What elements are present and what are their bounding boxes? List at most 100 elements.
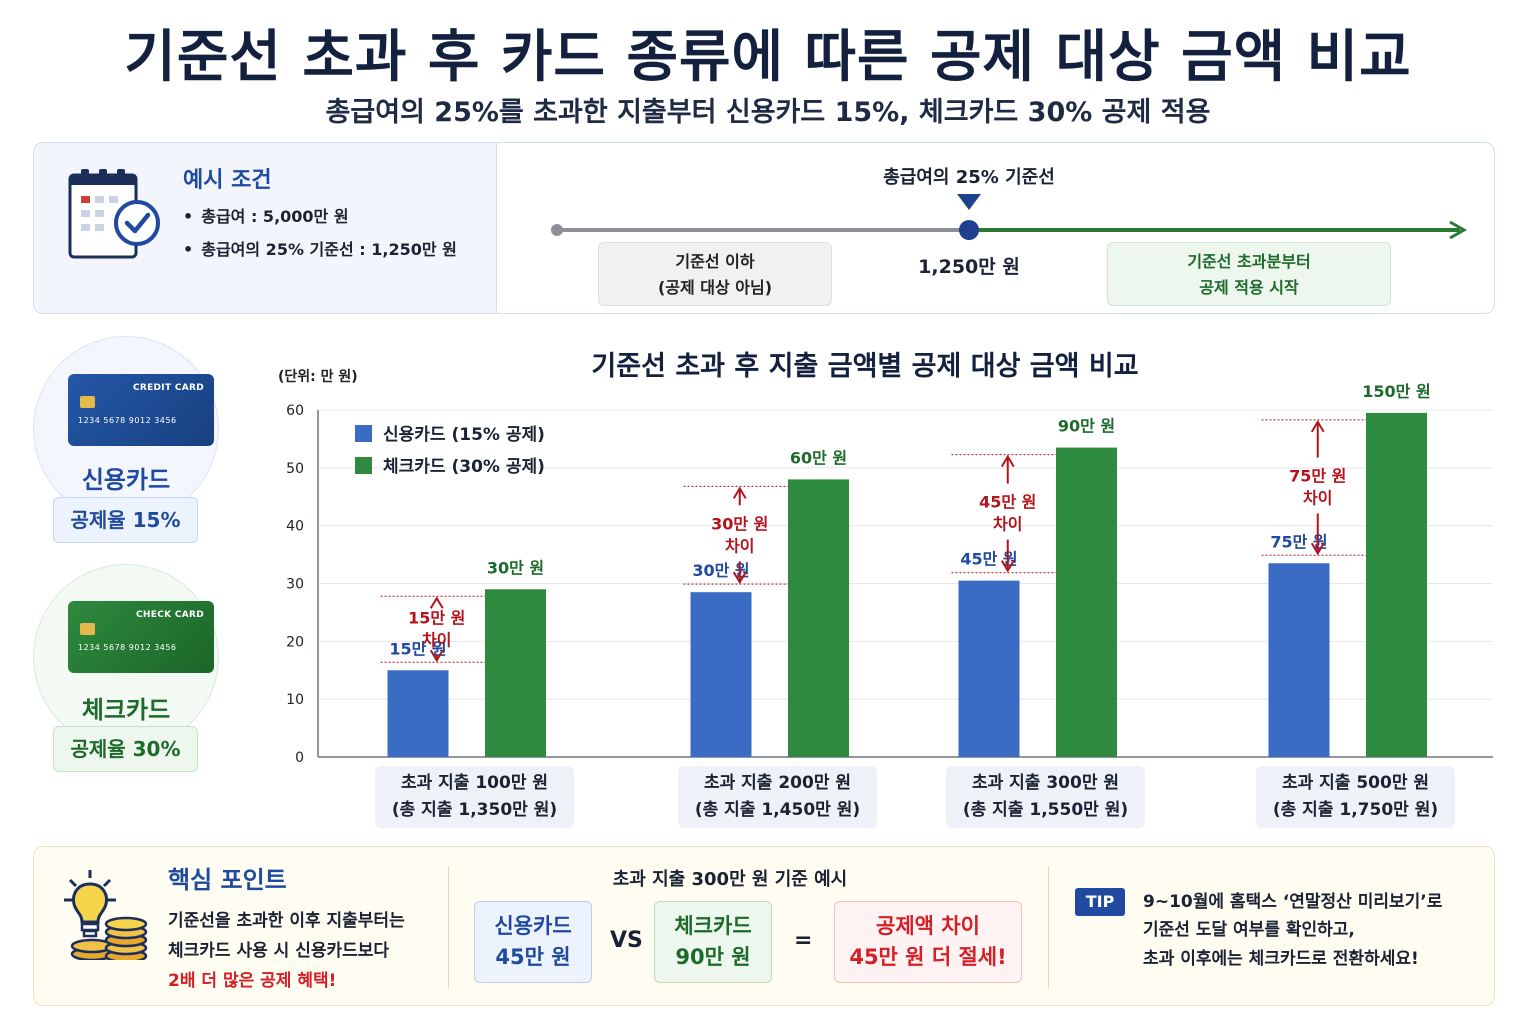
threshold-value: 1,250만 원 — [918, 256, 1020, 278]
category-line1: 초과 지출 200만 원 — [703, 773, 852, 793]
category-label-500: 초과 지출 500만 원 (총 지출 1,750만 원) — [1256, 766, 1455, 828]
credit-card-brand: CREDIT CARD — [132, 383, 204, 393]
category-label-100: 초과 지출 100만 원 (총 지출 1,350만 원) — [375, 766, 574, 828]
category-line1: 초과 지출 500만 원 — [1281, 773, 1430, 793]
check-value-label: 30만 원 — [487, 558, 544, 577]
timeline-threshold-label: 총급여의 25% 기준선 — [883, 167, 1055, 188]
tip-line3: 초과 이후에는 체크카드로 전환하세요! — [1143, 949, 1419, 969]
credit-card-name: 신용카드 — [81, 466, 171, 494]
key-point-line2: 체크카드 사용 시 신용카드보다 — [168, 941, 390, 961]
chip-icon — [80, 396, 95, 408]
example-credit-box: 신용카드 45만 원 — [474, 901, 592, 983]
y-tick-label: 60 — [286, 403, 304, 419]
check-bar — [788, 479, 849, 757]
check-value-label: 90만 원 — [1058, 417, 1115, 436]
example-diff-label: 공제액 차이 — [876, 914, 980, 938]
chart-title: 기준선 초과 후 지출 금액별 공제 대상 금액 비교 — [591, 351, 1139, 382]
check-bar — [1366, 412, 1427, 757]
difference-label: 차이 — [993, 515, 1022, 534]
category-label-200: 초과 지출 200만 원 (총 지출 1,450만 원) — [678, 766, 877, 828]
arrow-down-icon — [429, 649, 444, 663]
example-title: 초과 지출 300만 원 기준 예시 — [612, 869, 848, 890]
clipboard-check-icon — [68, 169, 160, 259]
category-line2: (총 지출 1,750만 원) — [1272, 800, 1439, 820]
check-card-brand: CHECK CARD — [136, 610, 204, 620]
legend-swatch — [355, 425, 372, 442]
example-diff-box: 공제액 차이 45만 원 더 절세! — [834, 901, 1022, 983]
category-line2: (총 지출 1,350만 원) — [391, 800, 558, 820]
difference-label: 75만 원 — [1289, 467, 1346, 486]
equals-symbol: = — [794, 928, 813, 953]
example-credit-value: 45만 원 — [495, 945, 571, 969]
category-line1: 초과 지출 100만 원 — [400, 773, 549, 793]
example-credit-label: 신용카드 — [494, 914, 572, 938]
arrow-up-icon — [1310, 419, 1325, 433]
credit-bar — [690, 592, 752, 757]
arrow-up-icon — [732, 486, 747, 499]
check-card-rate: 공제율 30% — [53, 726, 198, 772]
category-line2: (총 지출 1,450만 원) — [694, 800, 861, 820]
lightbulb-coins-icon — [64, 870, 148, 960]
timeline-arrow-icon — [1449, 220, 1468, 240]
conditions-heading: 예시 조건 — [183, 168, 272, 193]
divider — [448, 866, 449, 988]
credit-bar — [958, 580, 1020, 757]
check-value-label: 150만 원 — [1362, 382, 1430, 401]
example-diff-value: 45만 원 더 절세! — [849, 945, 1007, 969]
check-value-label: 60만 원 — [790, 448, 847, 467]
arrow-down-icon — [1000, 560, 1015, 573]
category-label-300: 초과 지출 300만 원 (총 지출 1,550만 원) — [946, 766, 1145, 828]
difference-label: 차이 — [1303, 489, 1332, 508]
check-card-image: CHECK CARD 1234 5678 9012 3456 — [68, 601, 214, 673]
key-point-line1: 기준선을 초과한 이후 지출부터는 — [168, 911, 405, 931]
y-tick-label: 30 — [286, 577, 304, 593]
credit-card-image: CREDIT CARD 1234 5678 9012 3456 — [68, 374, 214, 446]
category-line1: 초과 지출 300만 원 — [971, 773, 1120, 793]
credit-bar — [387, 670, 449, 757]
arrow-down-icon — [732, 571, 747, 585]
difference-label: 30만 원 — [711, 514, 768, 533]
key-point-heading: 핵심 포인트 — [168, 866, 287, 894]
difference-label: 차이 — [725, 536, 754, 555]
example-check-label: 체크카드 — [674, 914, 752, 938]
credit-card-rate: 공제율 15% — [53, 497, 198, 543]
above-threshold-line2: 공제 적용 시작 — [1199, 278, 1299, 297]
category-line2: (총 지출 1,550만 원) — [962, 800, 1129, 820]
arrow-up-icon — [429, 596, 444, 609]
check-bar — [485, 589, 546, 757]
difference-label: 15만 원 — [408, 608, 465, 627]
vs-symbol: VS — [610, 928, 643, 953]
arrow-up-icon — [1000, 454, 1015, 468]
example-check-value: 90만 원 — [675, 945, 751, 969]
below-threshold-line1: 기준선 이하 — [675, 252, 755, 271]
credit-value-label: 75만 원 — [1270, 532, 1327, 551]
below-threshold-box: 기준선 이하 (공제 대상 아님) — [598, 242, 832, 306]
y-tick-label: 10 — [286, 692, 304, 708]
y-tick-label: 50 — [286, 461, 304, 477]
example-check-box: 체크카드 90만 원 — [654, 901, 772, 983]
y-tick-label: 40 — [286, 519, 304, 535]
key-point-line3: 2배 더 많은 공제 혜택! — [168, 971, 337, 991]
page-title: 기준선 초과 후 카드 종류에 따른 공제 대상 금액 비교 — [124, 25, 1412, 90]
legend-label: 신용카드 (15% 공제) — [383, 425, 545, 445]
legend-label: 체크카드 (30% 공제) — [383, 457, 545, 477]
difference-label: 차이 — [422, 630, 451, 649]
credit-value-label: 30만 원 — [692, 561, 749, 580]
chart-unit-label: (단위: 만 원) — [278, 369, 358, 385]
chip-icon — [80, 623, 95, 635]
credit-bar — [1268, 563, 1330, 757]
tip-line1: 9~10월에 홈택스 ‘연말정산 미리보기’로 — [1143, 892, 1443, 912]
check-card-number: 1234 5678 9012 3456 — [78, 643, 177, 652]
tip-line2: 기준선 도달 여부를 확인하고, — [1143, 920, 1355, 940]
credit-value-label: 15만 원 — [389, 639, 446, 658]
credit-value-label: 45만 원 — [960, 550, 1017, 569]
page-subtitle: 총급여의 25%를 초과한 지출부터 신용카드 15%, 체크카드 30% 공제… — [325, 97, 1211, 128]
legend-swatch — [355, 457, 372, 474]
condition-item-salary: 총급여 : 5,000만 원 — [183, 203, 348, 227]
credit-card-number: 1234 5678 9012 3456 — [78, 416, 177, 425]
tip-badge: TIP — [1075, 888, 1125, 916]
timeline-start-dot — [551, 224, 563, 236]
y-tick-label: 20 — [286, 634, 304, 650]
y-tick-label: 0 — [295, 750, 304, 766]
threshold-timeline — [551, 194, 1468, 240]
